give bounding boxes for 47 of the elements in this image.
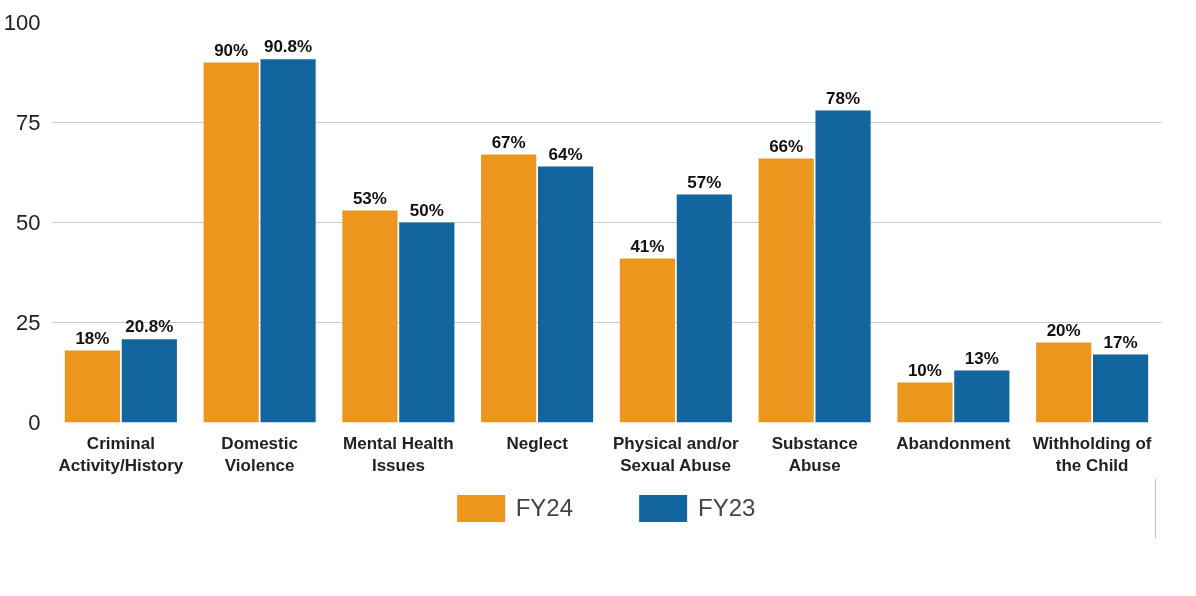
data-label: 50% — [409, 200, 444, 220]
y-tick-label: 0 — [28, 410, 41, 435]
data-label: 20% — [1046, 320, 1081, 340]
x-tick-label: Abandonment — [896, 433, 1011, 453]
data-label: 20.8% — [125, 317, 174, 337]
data-label: 18% — [75, 328, 110, 348]
bar — [64, 350, 121, 423]
y-tick-label: 100 — [3, 10, 41, 35]
data-label: 64% — [548, 144, 583, 164]
data-label: 13% — [964, 348, 999, 368]
bar — [399, 222, 455, 423]
legend-label: FY23 — [698, 494, 756, 522]
x-tick-label: Substance Abuse — [771, 433, 858, 476]
data-label: 41% — [630, 236, 665, 256]
x-tick-label: Domestic Violence — [221, 433, 298, 476]
x-tick-label: Mental Health Issues — [343, 433, 454, 476]
bar — [815, 110, 871, 423]
y-tick-label: 75 — [16, 110, 41, 135]
data-label: 66% — [769, 136, 804, 156]
x-tick-label: Physical and/or Sexual Abuse — [613, 433, 740, 476]
data-label: 67% — [491, 132, 526, 152]
bar — [203, 62, 259, 423]
x-tick-label: Criminal Activity/History — [58, 433, 184, 476]
bar — [758, 158, 814, 423]
bar — [1092, 354, 1149, 423]
data-label: 10% — [907, 360, 942, 380]
legend-label: FY24 — [515, 494, 573, 522]
bar — [342, 210, 398, 423]
data-label: 57% — [687, 172, 722, 192]
y-tick-label: 25 — [16, 310, 41, 335]
bar — [619, 258, 676, 423]
x-tick-label: Neglect — [506, 433, 569, 453]
bar — [121, 339, 177, 423]
bar — [676, 194, 732, 423]
data-label: 90.8% — [263, 37, 313, 57]
bar — [481, 154, 537, 423]
bar — [954, 370, 1010, 423]
x-tick-label: Withholding of the Child — [1032, 433, 1152, 476]
bar — [537, 166, 594, 423]
data-label: 90% — [214, 40, 249, 60]
bar — [260, 59, 316, 423]
data-label: 53% — [352, 188, 387, 208]
data-label: 78% — [826, 88, 861, 108]
bar — [897, 382, 953, 423]
data-label: 17% — [1103, 332, 1138, 352]
bar — [1036, 342, 1092, 423]
y-tick-label: 50 — [16, 210, 41, 235]
